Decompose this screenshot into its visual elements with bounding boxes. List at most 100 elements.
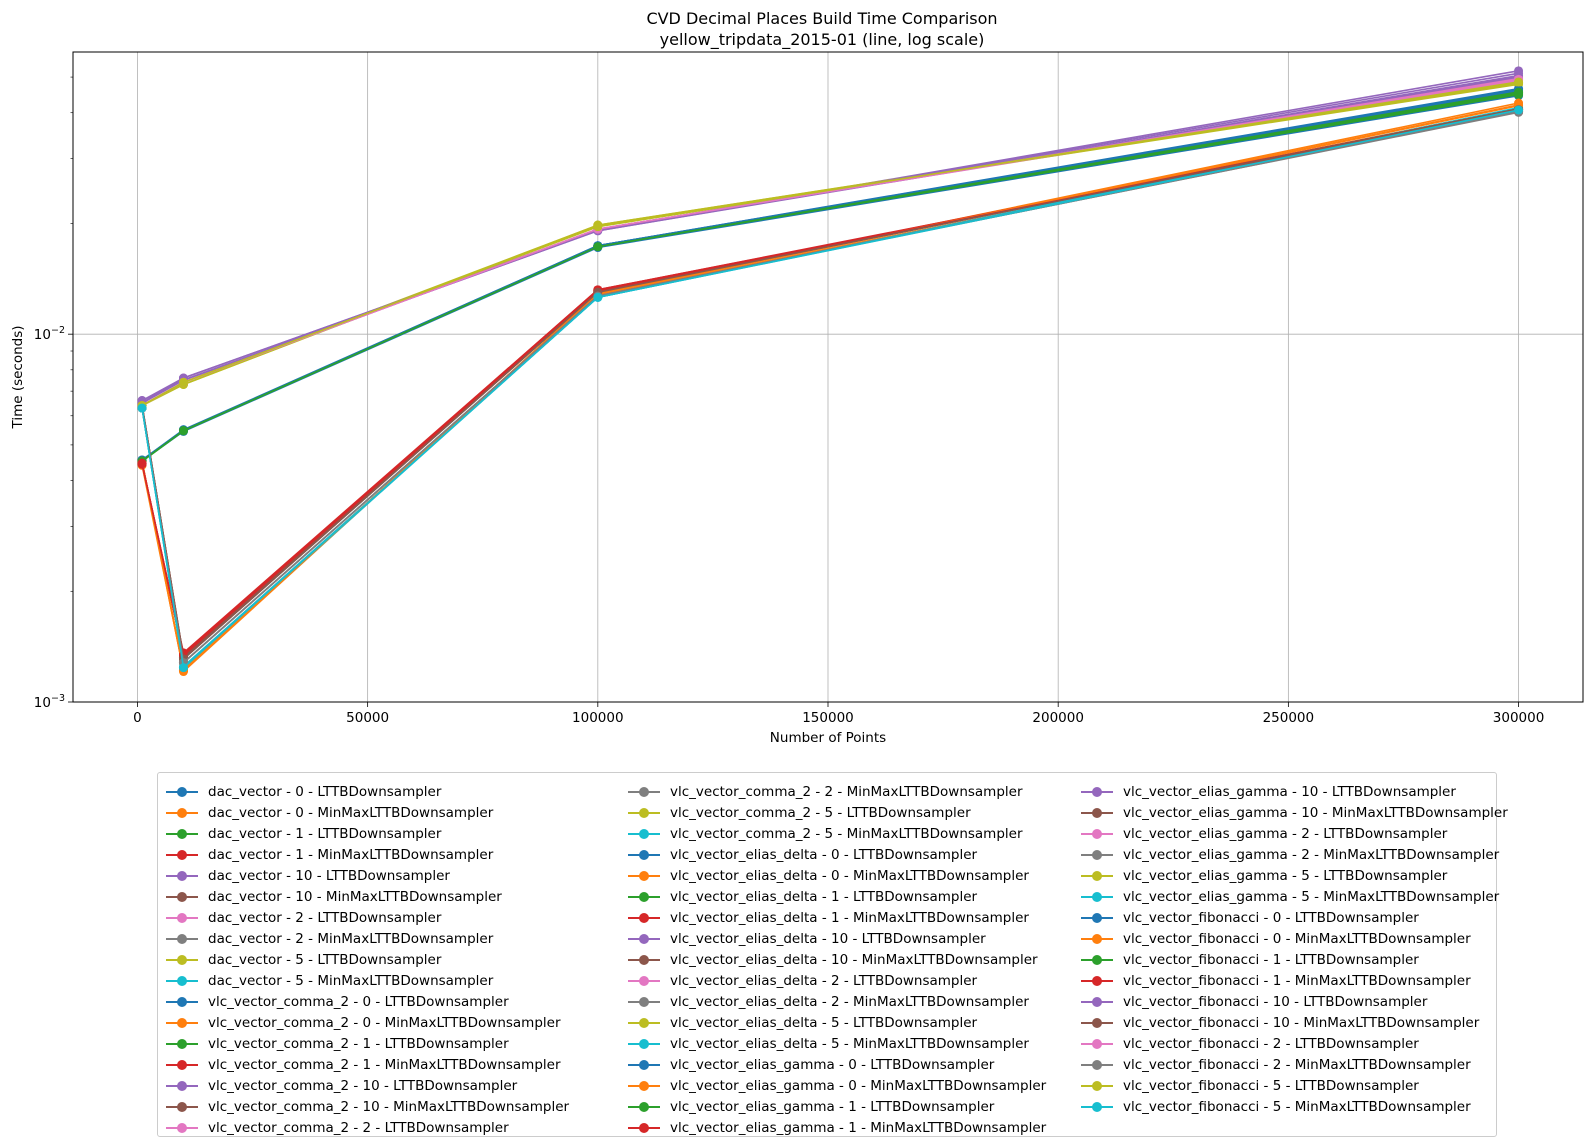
- legend-label: vlc_vector_elias_delta - 1 - LTTBDownsam…: [670, 888, 978, 905]
- legend-swatch: [1081, 932, 1113, 946]
- legend-swatch: [1081, 848, 1113, 862]
- data-point: [593, 242, 603, 252]
- legend-label: vlc_vector_comma_2 - 10 - LTTBDownsample…: [208, 1077, 518, 1094]
- legend-label: vlc_vector_elias_gamma - 5 - MinMaxLTTBD…: [1123, 888, 1500, 905]
- legend-item: dac_vector - 5 - LTTBDownsampler: [166, 949, 569, 970]
- legend-item: vlc_vector_fibonacci - 5 - MinMaxLTTBDow…: [1081, 1096, 1508, 1117]
- legend-label: dac_vector - 1 - MinMaxLTTBDownsampler: [208, 846, 494, 863]
- legend-item: vlc_vector_fibonacci - 10 - MinMaxLTTBDo…: [1081, 1012, 1508, 1033]
- legend-label: dac_vector - 2 - MinMaxLTTBDownsampler: [208, 930, 494, 947]
- data-point: [137, 458, 147, 468]
- legend-item: vlc_vector_elias_delta - 2 - LTTBDownsam…: [628, 970, 1046, 991]
- data-point: [593, 292, 603, 302]
- chart-title: CVD Decimal Places Build Time Comparison: [646, 9, 997, 28]
- legend-swatch: [628, 932, 660, 946]
- legend-swatch: [166, 995, 198, 1009]
- legend-label: vlc_vector_elias_gamma - 2 - LTTBDownsam…: [1123, 825, 1448, 842]
- legend-label: dac_vector - 5 - LTTBDownsampler: [208, 951, 442, 968]
- legend-label: vlc_vector_fibonacci - 5 - LTTBDownsampl…: [1123, 1077, 1419, 1094]
- legend-label: vlc_vector_fibonacci - 0 - MinMaxLTTBDow…: [1123, 930, 1471, 947]
- data-point: [137, 403, 147, 413]
- legend-label: vlc_vector_elias_delta - 2 - MinMaxLTTBD…: [670, 993, 1029, 1010]
- legend-swatch: [1081, 953, 1113, 967]
- chart-subtitle: yellow_tripdata_2015-01 (line, log scale…: [660, 30, 985, 50]
- legend-label: vlc_vector_fibonacci - 5 - MinMaxLTTBDow…: [1123, 1098, 1471, 1115]
- legend-label: vlc_vector_elias_gamma - 1 - LTTBDownsam…: [670, 1098, 995, 1115]
- legend-label: vlc_vector_comma_2 - 1 - MinMaxLTTBDowns…: [208, 1056, 561, 1073]
- series-lines: [137, 66, 1524, 677]
- y-tick-label: 10−2: [34, 325, 65, 343]
- x-tick-label: 100000: [572, 710, 624, 726]
- legend-swatch: [1081, 974, 1113, 988]
- y-axis-label: Time (seconds): [10, 325, 26, 429]
- series-group: [137, 71, 1524, 406]
- series-line: [141, 110, 1519, 665]
- legend-swatch: [628, 974, 660, 988]
- legend-label: vlc_vector_elias_delta - 5 - MinMaxLTTBD…: [670, 1035, 1029, 1052]
- legend-label: vlc_vector_elias_gamma - 10 - MinMaxLTTB…: [1123, 804, 1508, 821]
- legend-item: vlc_vector_comma_2 - 5 - MinMaxLTTBDowns…: [628, 823, 1046, 844]
- legend-item: vlc_vector_comma_2 - 0 - LTTBDownsampler: [166, 991, 569, 1012]
- legend-swatch: [166, 953, 198, 967]
- legend-swatch: [628, 785, 660, 799]
- series-group: [137, 105, 1524, 673]
- legend-item: vlc_vector_comma_2 - 2 - MinMaxLTTBDowns…: [628, 781, 1046, 802]
- legend-label: vlc_vector_fibonacci - 0 - LTTBDownsampl…: [1123, 909, 1419, 926]
- legend-column: dac_vector - 0 - LTTBDownsampler dac_vect…: [166, 781, 569, 1138]
- series-line: [141, 109, 1519, 671]
- legend-item: dac_vector - 2 - MinMaxLTTBDownsampler: [166, 928, 569, 949]
- series-line: [141, 91, 1519, 462]
- legend-item: vlc_vector_fibonacci - 0 - LTTBDownsampl…: [1081, 907, 1508, 928]
- series-line: [141, 102, 1519, 672]
- y-tick-label: 10−3: [34, 693, 65, 711]
- legend-label: vlc_vector_comma_2 - 2 - MinMaxLTTBDowns…: [670, 783, 1023, 800]
- legend-swatch: [166, 1079, 198, 1093]
- legend-label: vlc_vector_elias_gamma - 2 - MinMaxLTTBD…: [1123, 846, 1500, 863]
- data-point: [593, 222, 603, 232]
- legend-label: vlc_vector_elias_gamma - 1 - MinMaxLTTBD…: [670, 1119, 1047, 1136]
- legend-label: vlc_vector_elias_gamma - 0 - LTTBDownsam…: [670, 1056, 995, 1073]
- grid-lines: [73, 52, 1583, 703]
- legend-label: vlc_vector_elias_delta - 5 - LTTBDownsam…: [670, 1014, 978, 1031]
- legend-swatch: [1081, 1100, 1113, 1114]
- series-group: [137, 85, 1524, 465]
- legend-item: vlc_vector_comma_2 - 5 - LTTBDownsampler: [628, 802, 1046, 823]
- legend-item: vlc_vector_elias_gamma - 10 - LTTBDownsa…: [1081, 781, 1508, 802]
- legend-label: vlc_vector_elias_gamma - 10 - LTTBDownsa…: [1123, 783, 1456, 800]
- series-line: [141, 111, 1519, 665]
- legend-swatch: [166, 869, 198, 883]
- series-line: [141, 70, 1519, 404]
- legend-label: dac_vector - 0 - MinMaxLTTBDownsampler: [208, 804, 494, 821]
- legend-label: vlc_vector_comma_2 - 10 - MinMaxLTTBDown…: [208, 1098, 570, 1115]
- legend-label: vlc_vector_elias_delta - 2 - LTTBDownsam…: [670, 972, 978, 989]
- legend-label: vlc_vector_fibonacci - 10 - MinMaxLTTBDo…: [1123, 1014, 1480, 1031]
- legend-item: vlc_vector_comma_2 - 10 - LTTBDownsample…: [166, 1075, 569, 1096]
- legend-swatch: [166, 1121, 198, 1135]
- legend-swatch: [628, 806, 660, 820]
- legend-item: vlc_vector_elias_gamma - 5 - LTTBDownsam…: [1081, 865, 1508, 886]
- legend-swatch: [628, 1016, 660, 1030]
- series-line: [141, 111, 1519, 665]
- legend-item: vlc_vector_elias_delta - 5 - LTTBDownsam…: [628, 1012, 1046, 1033]
- legend-item: vlc_vector_elias_delta - 1 - MinMaxLTTBD…: [628, 907, 1046, 928]
- legend-label: vlc_vector_comma_2 - 5 - MinMaxLTTBDowns…: [670, 825, 1023, 842]
- legend-swatch: [166, 1037, 198, 1051]
- legend-item: vlc_vector_elias_gamma - 10 - MinMaxLTTB…: [1081, 802, 1508, 823]
- series-group: [137, 87, 1524, 465]
- legend-swatch: [628, 995, 660, 1009]
- series-line: [141, 111, 1519, 665]
- x-tick-label: 50000: [346, 710, 389, 726]
- series-line: [141, 109, 1519, 670]
- data-point: [178, 377, 188, 387]
- legend-label: vlc_vector_elias_delta - 0 - MinMaxLTTBD…: [670, 867, 1029, 884]
- legend-label: vlc_vector_elias_delta - 1 - MinMaxLTTBD…: [670, 909, 1029, 926]
- legend-item: vlc_vector_elias_gamma - 2 - MinMaxLTTBD…: [1081, 844, 1508, 865]
- legend-item: vlc_vector_elias_delta - 1 - LTTBDownsam…: [628, 886, 1046, 907]
- series-group: [137, 100, 1524, 675]
- legend-swatch: [1081, 1058, 1113, 1072]
- legend-label: vlc_vector_elias_gamma - 0 - MinMaxLTTBD…: [670, 1077, 1047, 1094]
- legend-swatch: [1081, 1037, 1113, 1051]
- legend-swatch: [1081, 1079, 1113, 1093]
- legend-item: dac_vector - 0 - MinMaxLTTBDownsampler: [166, 802, 569, 823]
- legend-label: vlc_vector_elias_delta - 10 - MinMaxLTTB…: [670, 951, 1038, 968]
